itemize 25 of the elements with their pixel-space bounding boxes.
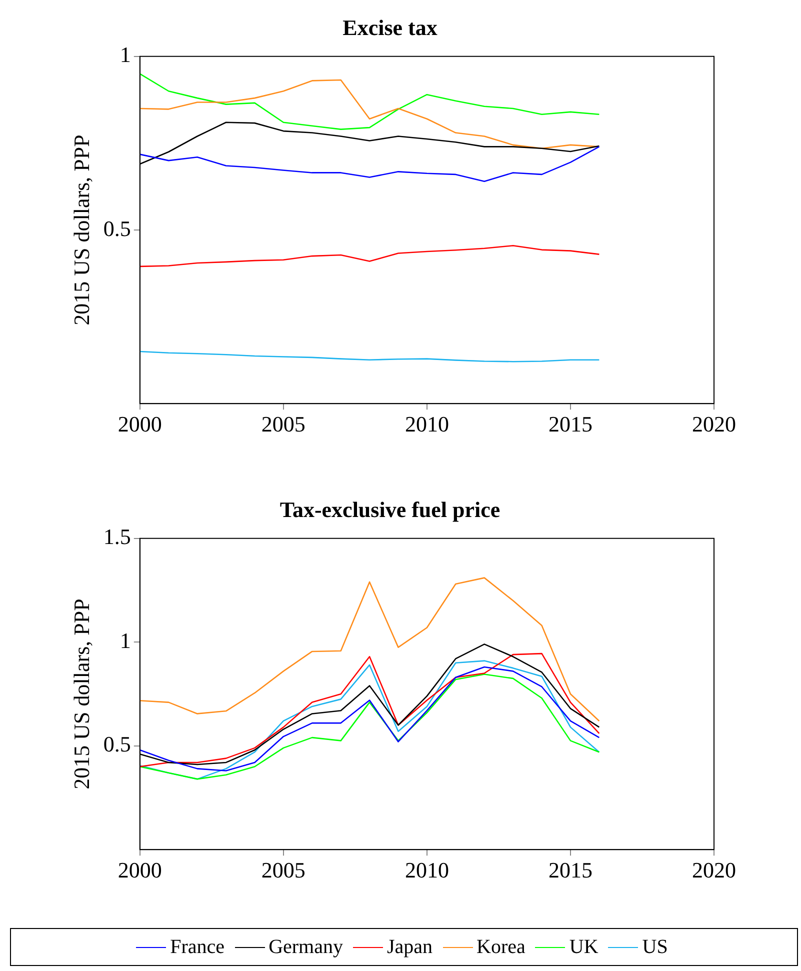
legend-label: Japan xyxy=(386,936,433,958)
x-tick-label: 2010 xyxy=(404,858,449,883)
x-tick-label: 2015 xyxy=(548,412,592,437)
legend-label: Germany xyxy=(268,936,343,958)
y-tick-label: 1.5 xyxy=(103,524,131,550)
x-tick-label: 2000 xyxy=(118,858,162,883)
legend-label: Korea xyxy=(476,936,526,958)
legend-label: UK xyxy=(569,936,598,958)
x-tick-label: 2000 xyxy=(118,412,162,437)
chart-title: Tax-exclusive fuel price xyxy=(280,496,500,522)
x-tick-label: 2010 xyxy=(404,412,449,437)
y-tick-label: 1 xyxy=(120,628,131,653)
y-tick-label: 0.5 xyxy=(103,732,131,757)
x-tick-label: 2005 xyxy=(261,412,306,437)
y-axis-title: 2015 US dollars, PPP xyxy=(68,598,94,790)
legend-label: France xyxy=(170,936,225,958)
x-tick-label: 2015 xyxy=(548,858,592,883)
x-tick-label: 2005 xyxy=(261,858,306,883)
chart-title: Excise tax xyxy=(342,14,438,40)
y-tick-label: 0.5 xyxy=(103,216,131,241)
y-tick-label: 1 xyxy=(120,42,131,68)
x-tick-label: 2020 xyxy=(692,858,736,883)
legend-label: US xyxy=(642,936,668,958)
y-axis-title: 2015 US dollars, PPP xyxy=(68,134,94,326)
x-tick-label: 2020 xyxy=(692,412,736,437)
